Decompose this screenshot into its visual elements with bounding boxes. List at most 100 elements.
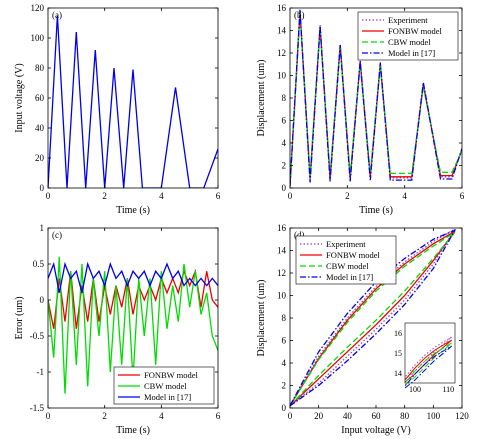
x-tick-label: 6 bbox=[216, 411, 221, 421]
axes-frame bbox=[47, 227, 219, 409]
x-tick-label: 80 bbox=[400, 411, 410, 421]
panel-3: 0 20 40 60 80 100 120 0 2 4 6 8 10 12 14 16 (d) Input vol… bbox=[256, 223, 469, 436]
panel-label: (c) bbox=[52, 230, 62, 240]
y-tick-label: -1 bbox=[37, 367, 45, 377]
inset-y-tick-label: 16 bbox=[394, 329, 402, 338]
y-tick-label: 1 bbox=[40, 223, 45, 233]
x-axis-label: Time (s) bbox=[359, 205, 393, 216]
y-tick-label: 2 bbox=[282, 381, 287, 391]
series-line-3 bbox=[290, 228, 457, 407]
x-tick-label: 2 bbox=[345, 191, 350, 201]
x-tick-label: 4 bbox=[159, 191, 164, 201]
legend-entry: CBW model bbox=[326, 261, 369, 271]
legend-box bbox=[357, 11, 459, 61]
y-tick-label: 14 bbox=[277, 246, 287, 256]
y-tick-label: 8 bbox=[282, 313, 287, 323]
series-group bbox=[290, 228, 457, 407]
x-tick-label: 120 bbox=[455, 411, 469, 421]
inset-x-tick-label: 110 bbox=[442, 385, 454, 394]
y-tick-label: -1.5 bbox=[30, 403, 45, 413]
y-tick-label: 20 bbox=[35, 153, 45, 163]
x-tick-label: 60 bbox=[372, 411, 382, 421]
x-tick-label: 4 bbox=[159, 411, 164, 421]
y-tick-label: 120 bbox=[31, 3, 45, 13]
y-tick-label: 100 bbox=[31, 33, 45, 43]
x-tick-label: 0 bbox=[46, 191, 51, 201]
panel-2: 0 2 4 6 -1.5 -1 -0.5 0 0.5 1 (c) Time (s) Error (um)… bbox=[14, 223, 221, 436]
panel-label: (d) bbox=[294, 230, 305, 240]
y-tick-label: 4 bbox=[282, 138, 287, 148]
panel-label: (a) bbox=[52, 10, 62, 20]
y-tick-label: 6 bbox=[282, 336, 287, 346]
series-line-2 bbox=[48, 261, 218, 293]
inset-line-2 bbox=[404, 342, 453, 386]
series-group bbox=[290, 9, 462, 186]
y-tick-label: 8 bbox=[282, 93, 287, 103]
series-line-0 bbox=[48, 15, 218, 188]
x-tick-label: 0 bbox=[46, 411, 51, 421]
y-tick-label: 80 bbox=[35, 63, 45, 73]
x-tick-label: 2 bbox=[102, 411, 107, 421]
inset-y-tick-label: 14 bbox=[394, 369, 402, 378]
legend-entry: FONBW model bbox=[144, 370, 199, 380]
y-tick-label: -0.5 bbox=[30, 331, 45, 341]
x-tick-label: 4 bbox=[402, 191, 407, 201]
inset: 100 110 14 15 16 bbox=[394, 322, 456, 394]
x-axis-label: Time (s) bbox=[116, 425, 150, 436]
x-tick-label: 6 bbox=[460, 191, 465, 201]
y-tick-label: 6 bbox=[282, 116, 287, 126]
legend-entry: CBW model bbox=[388, 37, 431, 47]
series-line-0 bbox=[48, 268, 218, 329]
legend-entry: CBW model bbox=[144, 381, 187, 391]
x-tick-label: 40 bbox=[343, 411, 353, 421]
x-tick-label: 0 bbox=[288, 411, 293, 421]
series-group bbox=[48, 15, 218, 188]
inset-line-1 bbox=[404, 339, 453, 383]
inset-x-tick-label: 100 bbox=[409, 385, 421, 394]
x-tick-label: 2 bbox=[102, 191, 107, 201]
y-tick-label: 60 bbox=[35, 93, 45, 103]
y-tick-label: 40 bbox=[35, 123, 45, 133]
series-line-3 bbox=[290, 10, 462, 186]
x-tick-label: 0 bbox=[288, 191, 293, 201]
legend-entry: Model in [17] bbox=[144, 392, 191, 402]
y-tick-label: 16 bbox=[277, 3, 287, 13]
y-tick-label: 0 bbox=[40, 183, 45, 193]
y-tick-label: 0 bbox=[282, 183, 287, 193]
legend-entry: Experiment bbox=[388, 15, 428, 25]
inset-y-tick-label: 15 bbox=[394, 349, 402, 358]
legend-box bbox=[295, 235, 397, 285]
panel-label: (b) bbox=[294, 10, 305, 20]
y-tick-label: 4 bbox=[282, 358, 287, 368]
y-tick-label: 14 bbox=[277, 26, 287, 36]
y-tick-label: 0 bbox=[282, 403, 287, 413]
x-tick-label: 100 bbox=[427, 411, 441, 421]
y-tick-label: 0 bbox=[40, 295, 45, 305]
y-tick-label: 12 bbox=[277, 48, 286, 58]
y-tick-label: 2 bbox=[282, 161, 287, 171]
x-axis-label: Time (s) bbox=[116, 205, 150, 216]
y-axis-label: Error (um) bbox=[14, 296, 25, 339]
y-tick-label: 0.5 bbox=[33, 259, 45, 269]
y-axis-label: Displacement (um) bbox=[256, 60, 267, 137]
x-tick-label: 20 bbox=[314, 411, 324, 421]
y-axis-label: Input voltage (V) bbox=[14, 63, 25, 132]
legend-entry: Experiment bbox=[326, 239, 366, 249]
y-tick-label: 16 bbox=[277, 223, 287, 233]
y-tick-label: 10 bbox=[277, 291, 287, 301]
legend-entry: FONBW model bbox=[388, 26, 443, 36]
inset-line-3 bbox=[404, 345, 453, 389]
legend-entry: FONBW model bbox=[326, 250, 381, 260]
series-line-2 bbox=[290, 231, 456, 407]
y-tick-label: 12 bbox=[277, 268, 286, 278]
legend-entry: Model in [17] bbox=[388, 48, 435, 58]
panel-1: 0 2 4 6 0 2 4 6 8 10 12 14 16 (b) Time (s) Displacement… bbox=[256, 3, 465, 216]
legend-entry: Model in [17] bbox=[326, 272, 373, 282]
y-axis-label: Displacement (um) bbox=[256, 280, 267, 357]
y-tick-label: 10 bbox=[277, 71, 287, 81]
